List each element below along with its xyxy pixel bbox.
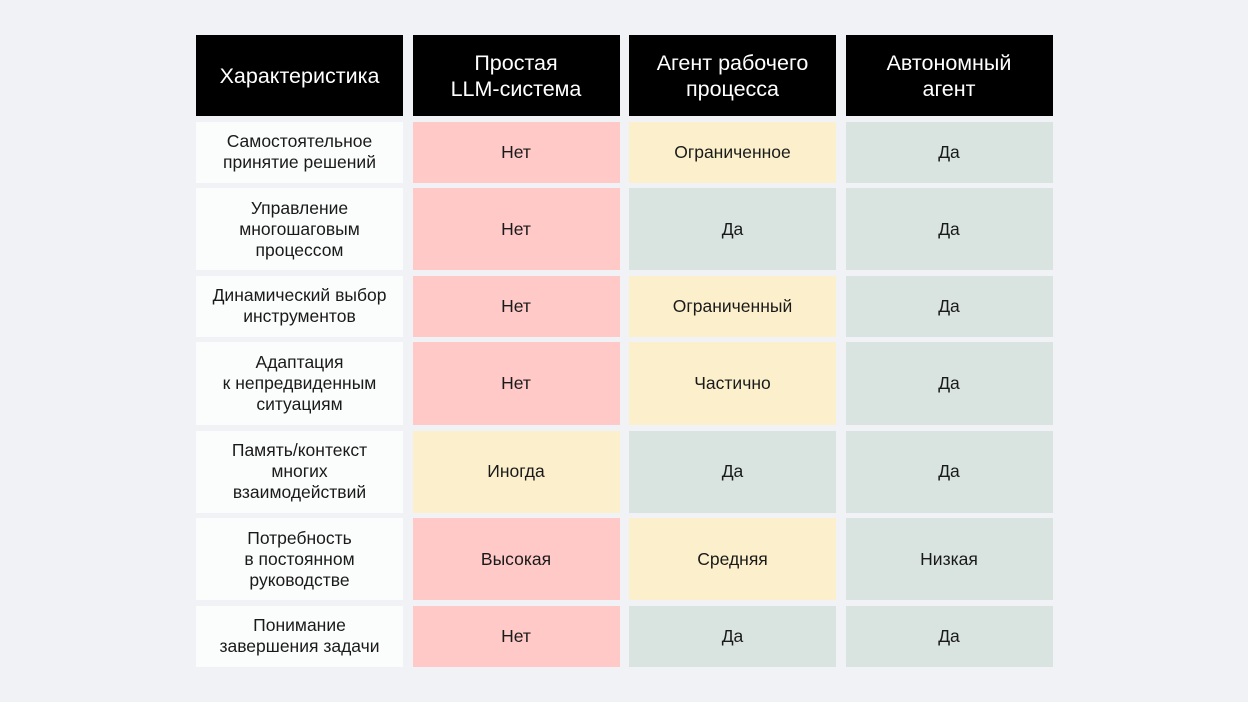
- feature-cell: Память/контекст многих взаимодействий: [196, 430, 403, 513]
- feature-cell: Потребность в постоянном руководстве: [196, 518, 403, 600]
- value-cell: Высокая: [412, 518, 620, 600]
- value-cell: Да: [629, 430, 836, 513]
- feature-cell: Самостоятельное принятие решений: [196, 121, 403, 183]
- value-cell: Нет: [412, 188, 620, 270]
- value-cell: Да: [845, 188, 1053, 270]
- value-cell: Нет: [412, 275, 620, 337]
- value-cell: Да: [845, 605, 1053, 667]
- value-cell: Ограниченное: [629, 121, 836, 183]
- value-cell: Да: [629, 605, 836, 667]
- column-header: Простая LLM-система: [412, 35, 620, 116]
- value-cell: Да: [845, 342, 1053, 425]
- value-cell: Да: [845, 121, 1053, 183]
- value-cell: Средняя: [629, 518, 836, 600]
- value-cell: Частично: [629, 342, 836, 425]
- feature-cell: Адаптация к непредвиденным ситуациям: [196, 342, 403, 425]
- value-cell: Да: [845, 430, 1053, 513]
- feature-cell: Понимание завершения задачи: [196, 605, 403, 667]
- value-cell: Ограниченный: [629, 275, 836, 337]
- value-cell: Нет: [412, 342, 620, 425]
- column-header: Агент рабочего процесса: [629, 35, 836, 116]
- value-cell: Нет: [412, 605, 620, 667]
- value-cell: Да: [629, 188, 836, 270]
- comparison-table: Характеристика Простая LLM-система Агент р…: [196, 35, 1053, 667]
- value-cell: Низкая: [845, 518, 1053, 600]
- column-header: Автономный агент: [845, 35, 1053, 116]
- value-cell: Нет: [412, 121, 620, 183]
- column-header: Характеристика: [196, 35, 403, 116]
- value-cell: Иногда: [412, 430, 620, 513]
- feature-cell: Управление многошаговым процессом: [196, 188, 403, 270]
- feature-cell: Динамический выбор инструментов: [196, 275, 403, 337]
- value-cell: Да: [845, 275, 1053, 337]
